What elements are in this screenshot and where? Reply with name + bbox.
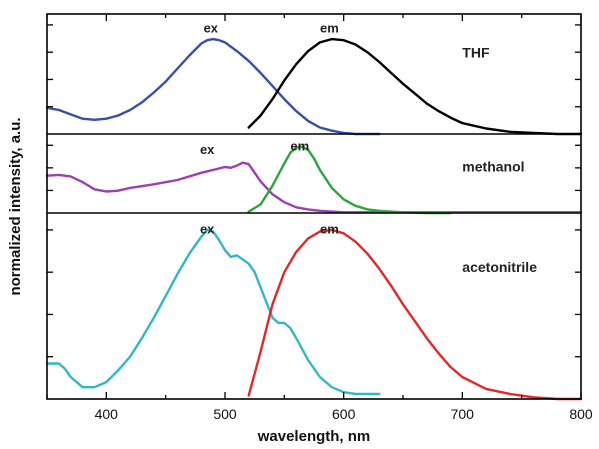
- annotation-ex: ex: [204, 21, 219, 36]
- x-tick-label: 500: [213, 406, 237, 422]
- x-tick-label: 700: [451, 406, 475, 422]
- series-line-THF-ex: [45, 37, 381, 136]
- y-axis-label: normalized intensity, a.u.: [7, 117, 24, 295]
- annotation-em: em: [290, 139, 309, 154]
- annotation-ex: ex: [200, 221, 215, 236]
- annotation-THF: THF: [462, 45, 490, 61]
- series-line-THF-em: [247, 37, 583, 136]
- annotation-methanol: methanol: [462, 158, 524, 174]
- annotation-em: em: [320, 21, 339, 36]
- x-tick-label: 600: [332, 406, 356, 422]
- annotation-ex: ex: [200, 142, 215, 157]
- x-axis-label: wavelength, nm: [257, 428, 371, 444]
- series-line-acetonitrile-ex: [45, 228, 381, 396]
- series-line-methanol-em: [247, 145, 452, 215]
- annotation-layer: ex em THF ex em methanol ex em acetonitrile: [200, 21, 537, 276]
- annotation-acetonitrile: acetonitrile: [462, 259, 537, 275]
- annotation-em: em: [320, 221, 339, 236]
- plot-frame: [46, 13, 582, 400]
- axis-layer: 400 500 600 700 800 wavelength, nm normalized …: [7, 13, 593, 445]
- series-line-acetonitrile-em: [247, 228, 583, 401]
- series-layer: [45, 37, 583, 401]
- x-tick-label: 400: [95, 406, 119, 422]
- x-tick-label: 800: [569, 406, 593, 422]
